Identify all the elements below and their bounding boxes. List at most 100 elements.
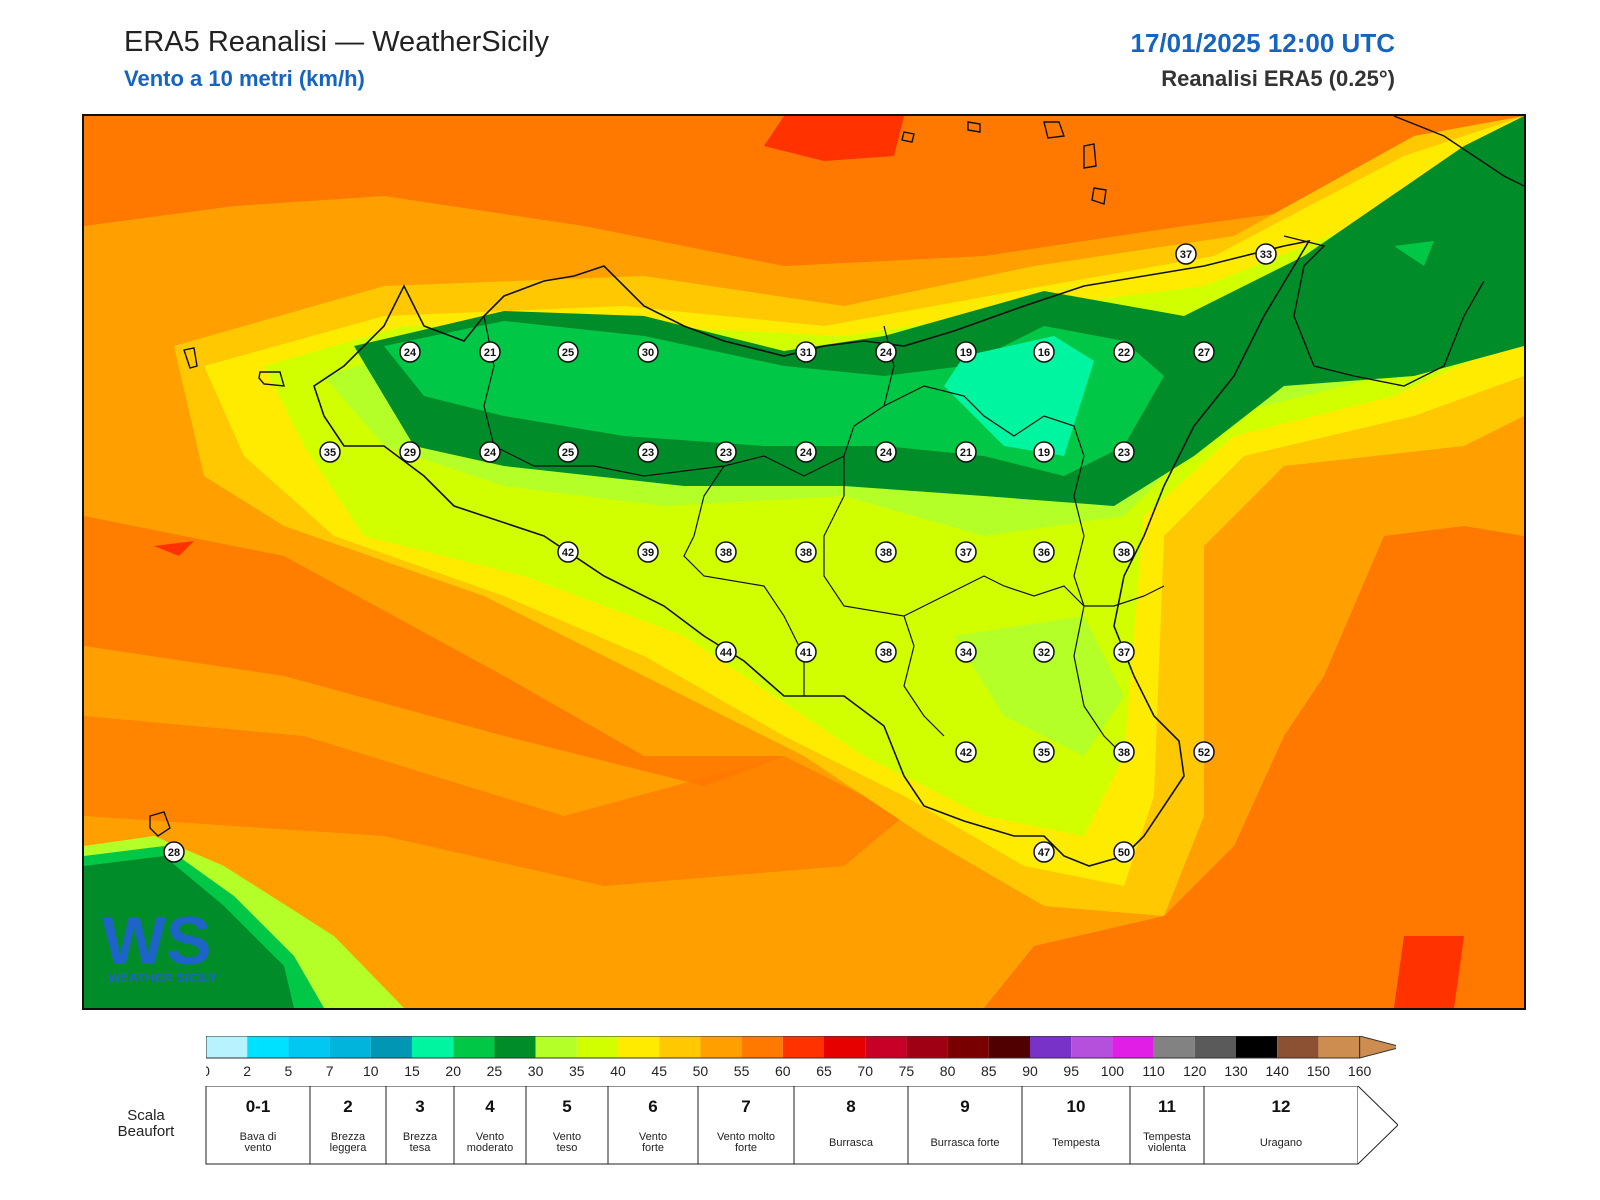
beaufort-desc: moderato [467,1142,513,1154]
field-dg-sw [84,856,294,1008]
station-marker: 36 [1033,541,1055,563]
beaufort-number: 2 [343,1097,352,1116]
station-value: 24 [880,447,893,459]
logo-mark: WS [102,906,212,979]
station-circle [955,641,977,663]
station-value: 36 [1038,547,1050,559]
beaufort-desc: violenta [1148,1142,1187,1154]
colorbar-segment [659,1036,701,1058]
colorbar-tick: 55 [734,1063,750,1079]
station-marker: 25 [557,441,579,463]
colorbar-outline [205,1035,1361,1059]
colorbar-tick: 130 [1224,1063,1248,1079]
station-circle [875,541,897,563]
colorbar-segment [782,1036,824,1058]
field-red-w [154,541,194,556]
station-circle [1193,741,1215,763]
colorbar-tick: 140 [1266,1063,1290,1079]
beaufort-class: 10 Tempesta [1021,1085,1131,1165]
map-subtitle: Vento a 10 metri (km/h) [124,66,365,91]
station-value: 24 [484,447,497,459]
island-salina [1043,121,1065,139]
colorbar-segment [329,1036,371,1058]
station-circle [795,641,817,663]
station-circle [399,441,421,463]
station-circle [1113,741,1135,763]
beaufort-desc: forte [642,1142,664,1154]
field-darkorange-se [984,526,1524,1008]
map-datetime: 17/01/2025 12:00 UTC [1130,28,1395,58]
colorbar-tick: 65 [816,1063,832,1079]
station-marker: 21 [479,341,501,363]
beaufort-number: 4 [485,1097,495,1116]
wind-field-svg: 37 33 24 21 25 30 31 24 19 16 22 27 35 29 24 25 23 23 24 24… [84,116,1524,1008]
colorbar-tick: 50 [693,1063,709,1079]
colorbar-tick: 35 [569,1063,585,1079]
beaufort-desc: forte [735,1142,757,1154]
beaufort-number: 3 [415,1097,424,1116]
beaufort-desc: vento [245,1142,272,1154]
colorbar-segment [1236,1036,1278,1058]
field-darkorange-top2 [204,116,644,156]
station-marker: 37 [1113,641,1135,663]
station-marker: 22 [1113,341,1135,363]
colorbar-tick: 7 [326,1063,334,1079]
island-favignana [258,371,285,387]
colorbar-segment [370,1036,412,1058]
station-marker: 23 [715,441,737,463]
beaufort-desc: Tempesta [1143,1131,1192,1143]
station-circle [479,341,501,363]
beaufort-desc: Burrasca forte [930,1137,999,1149]
colorbar-tick: 25 [487,1063,503,1079]
field-lightgreen-patch [954,616,1124,756]
station-marker: 38 [1113,541,1135,563]
colorbar-tick: 45 [651,1063,667,1079]
beaufort-class: 9 Burrasca forte [907,1085,1023,1165]
colorbar-segment [1112,1036,1154,1058]
station-marker: 32 [1033,641,1055,663]
station-circle [1113,641,1135,663]
station-value: 33 [1260,249,1272,261]
island-ustica [901,131,915,143]
station-value: 28 [168,847,180,859]
station-circle [715,541,737,563]
station-marker: 35 [319,441,341,463]
station-circle [1033,541,1055,563]
station-circle [557,341,579,363]
map-source: Reanalisi ERA5 (0.25°) [1161,66,1395,91]
station-circle [955,741,977,763]
colorbar-tick: 80 [940,1063,956,1079]
island-marettimo [183,347,198,369]
colorbar-segment [494,1036,536,1058]
colorbar-tick: 100 [1101,1063,1125,1079]
colorbar-tick: 120 [1183,1063,1207,1079]
beaufort-desc: Brezza [403,1131,438,1143]
colorbar-tick: 5 [285,1063,293,1079]
station-marker: 34 [955,641,977,663]
station-marker: 24 [875,341,897,363]
station-circle [795,341,817,363]
station-circle [715,641,737,663]
station-circle [479,441,501,463]
station-circle [875,341,897,363]
station-circle [163,841,185,863]
station-value: 22 [1118,347,1130,359]
wind-speed-colorbar: 0257101520253035404550556065707580859095… [202,1035,1404,1091]
station-value: 21 [960,447,972,459]
beaufort-desc: tesa [410,1142,432,1154]
station-marker: 44 [715,641,737,663]
station-value: 27 [1198,347,1210,359]
station-markers: 37 33 24 21 25 30 31 24 19 16 22 27 35 29 24 25 23 23 24 24… [163,243,1277,863]
station-value: 42 [562,547,574,559]
beaufort-desc: Vento [476,1131,504,1143]
beaufort-desc: Burrasca [829,1137,874,1149]
station-circle [1033,341,1055,363]
beaufort-box [607,1085,699,1165]
station-marker: 29 [399,441,421,463]
beaufort-box [907,1085,1023,1165]
station-marker: 38 [875,641,897,663]
